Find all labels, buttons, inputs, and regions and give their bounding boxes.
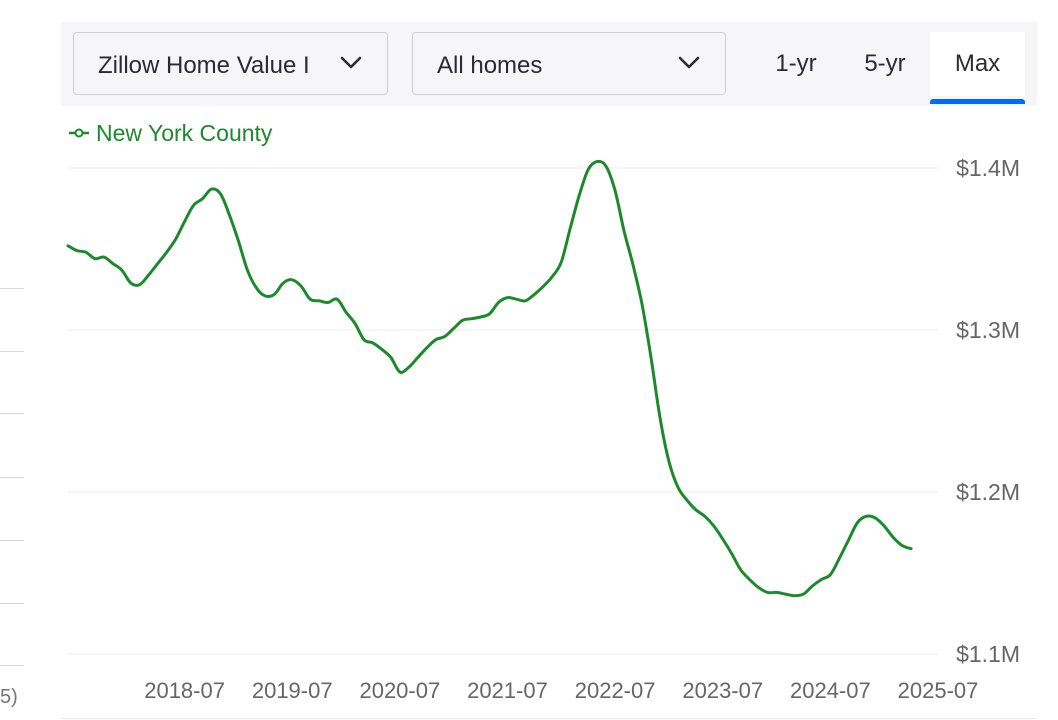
chart-toolbar: Zillow Home Value I All homes 1-yr 5-yr …: [61, 22, 1037, 106]
chevron-down-icon: [678, 55, 700, 71]
left-panel-divider: [0, 288, 24, 289]
x-tick-label: 2025-07: [898, 678, 979, 703]
x-tick-label: 2023-07: [682, 678, 763, 703]
x-tick-label: 2024-07: [790, 678, 871, 703]
legend-line-marker-icon: [69, 128, 89, 138]
series-line-new-york-county: [66, 159, 913, 598]
panel-bottom-border: [61, 718, 1037, 719]
left-panel-divider: [0, 413, 24, 414]
y-tick-label: $1.4M: [956, 155, 1020, 181]
tab-1-yr[interactable]: 1-yr: [761, 32, 831, 96]
tab-1-yr-label: 1-yr: [775, 50, 817, 77]
y-tick-label: $1.1M: [956, 641, 1020, 667]
x-tick-label: 2022-07: [575, 678, 656, 703]
y-tick-label: $1.3M: [956, 317, 1020, 343]
left-panel-edge: 5): [0, 0, 26, 720]
legend-label: New York County: [96, 119, 273, 146]
x-tick-label: 2019-07: [252, 678, 333, 703]
left-panel-divider: [0, 665, 24, 666]
chevron-down-icon: [340, 55, 362, 71]
x-tick-label: 2018-07: [144, 678, 225, 703]
left-panel-divider: [0, 477, 24, 478]
metric-select[interactable]: Zillow Home Value I: [73, 32, 388, 95]
tab-max-label: Max: [954, 50, 1001, 77]
tab-5-yr[interactable]: 5-yr: [849, 32, 921, 96]
left-panel-text-fragment: 5): [0, 686, 18, 708]
left-panel-divider: [0, 603, 24, 604]
y-tick-label: $1.2M: [956, 479, 1020, 505]
left-panel-divider: [0, 540, 24, 541]
tab-5-yr-label: 5-yr: [864, 50, 906, 77]
home-type-select[interactable]: All homes: [412, 32, 726, 95]
x-tick-label: 2020-07: [359, 678, 440, 703]
metric-select-value: Zillow Home Value I: [98, 52, 310, 79]
active-tab-indicator: [930, 99, 1025, 104]
left-panel-divider: [0, 351, 24, 352]
tab-max[interactable]: Max: [930, 32, 1025, 104]
home-type-select-value: All homes: [437, 52, 543, 79]
chart-legend[interactable]: New York County: [68, 118, 272, 148]
x-tick-label: 2021-07: [467, 678, 548, 703]
